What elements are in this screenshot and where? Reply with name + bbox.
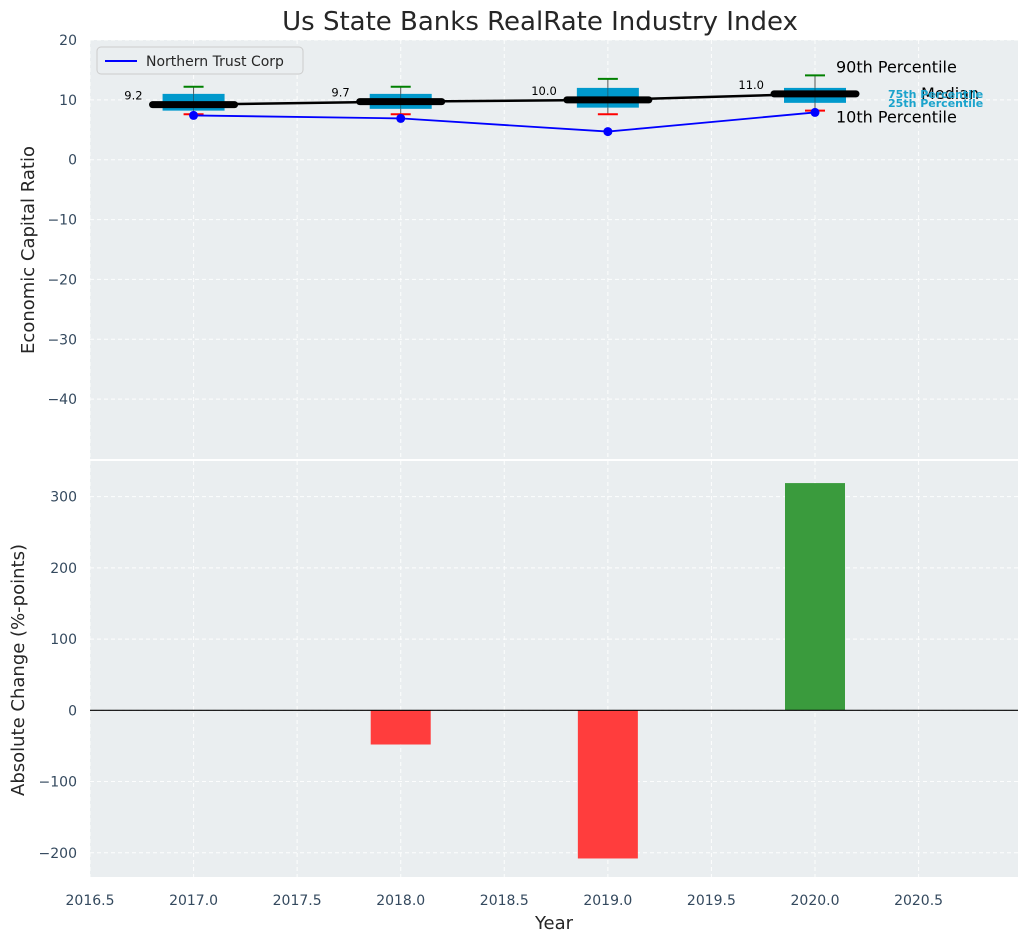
x-tick-label: 2018.5 (480, 893, 529, 909)
x-tick-label: 2019.5 (687, 893, 736, 909)
legend-label: Northern Trust Corp (146, 54, 284, 70)
company-point (189, 110, 199, 120)
top-panel: 20 10 0 −10 −20 −30 −40 9.2 9.7 10.0 11.0 90th Pe… (18, 33, 1018, 459)
top-y-tick-label: −20 (47, 272, 77, 288)
bottom-y-tick-label: 200 (50, 561, 77, 577)
median-value-label: 9.2 (124, 89, 142, 103)
legend: Northern Trust Corp (96, 46, 304, 75)
x-tick-label: 2017.5 (273, 893, 322, 909)
top-y-tick-label: 20 (59, 33, 77, 49)
top-y-tick-labels: 20 10 0 −10 −20 −30 −40 (47, 33, 77, 408)
chart-title: Us State Banks RealRate Industry Index (282, 7, 798, 37)
median-annotation: Median (921, 84, 979, 103)
percentile-annotations: 90th Percentile Median 10th Percentile 75th… (836, 57, 983, 126)
change-bars (370, 483, 845, 859)
change-bar (577, 710, 638, 859)
change-bar (370, 710, 431, 745)
top-y-tick-label: 0 (68, 153, 77, 169)
bottom-panel: 300 200 100 0 −100 −200 Absolute Change (%-po… (8, 461, 1018, 877)
bottom-y-tick-label: 100 (50, 632, 77, 648)
company-point (603, 127, 613, 137)
top-y-tick-label: −30 (47, 332, 77, 348)
median-value-label: 9.7 (331, 86, 349, 100)
median-labels: 9.2 9.7 10.0 11.0 (124, 78, 764, 103)
legend-box (96, 46, 304, 75)
p75-annotation: 75th Percentile (888, 88, 983, 101)
top-y-tick-label: 10 (59, 93, 77, 109)
top-plot-background (90, 40, 1018, 459)
company-line (193, 111, 816, 133)
top-y-axis-label: Economic Capital Ratio (18, 146, 39, 354)
company-point (810, 107, 820, 117)
bottom-plot-background (90, 461, 1018, 877)
bottom-y-tick-label: −200 (39, 846, 77, 862)
x-axis-label: Year (534, 913, 574, 934)
bottom-y-axis-label: Absolute Change (%-points) (8, 544, 29, 796)
p90-annotation: 90th Percentile (836, 57, 957, 76)
x-tick-labels: 2016.5 2017.0 2017.5 2018.0 2018.5 2019.0 2019… (66, 893, 944, 909)
x-tick-label: 2020.0 (791, 893, 840, 909)
bottom-y-tick-label: 0 (68, 703, 77, 719)
x-tick-label: 2019.0 (583, 893, 632, 909)
median-value-label: 10.0 (531, 84, 557, 98)
x-tick-label: 2017.0 (169, 893, 218, 909)
median-value-label: 11.0 (738, 78, 764, 92)
company-point (396, 113, 406, 123)
bottom-y-tick-label: 300 (50, 490, 77, 506)
p25-annotation: 25th Percentile (888, 97, 983, 110)
x-tick-label: 2020.5 (894, 893, 943, 909)
x-tick-label: 2016.5 (66, 893, 115, 909)
top-y-tick-label: −40 (47, 392, 77, 408)
x-tick-label: 2018.0 (376, 893, 425, 909)
bottom-y-tick-labels: 300 200 100 0 −100 −200 (39, 490, 77, 862)
bottom-y-tick-label: −100 (39, 775, 77, 791)
median-line (193, 92, 816, 106)
top-y-tick-label: −10 (47, 213, 77, 229)
change-bar (785, 483, 845, 711)
p10-annotation: 10th Percentile (836, 108, 957, 127)
series-lines (189, 92, 820, 137)
